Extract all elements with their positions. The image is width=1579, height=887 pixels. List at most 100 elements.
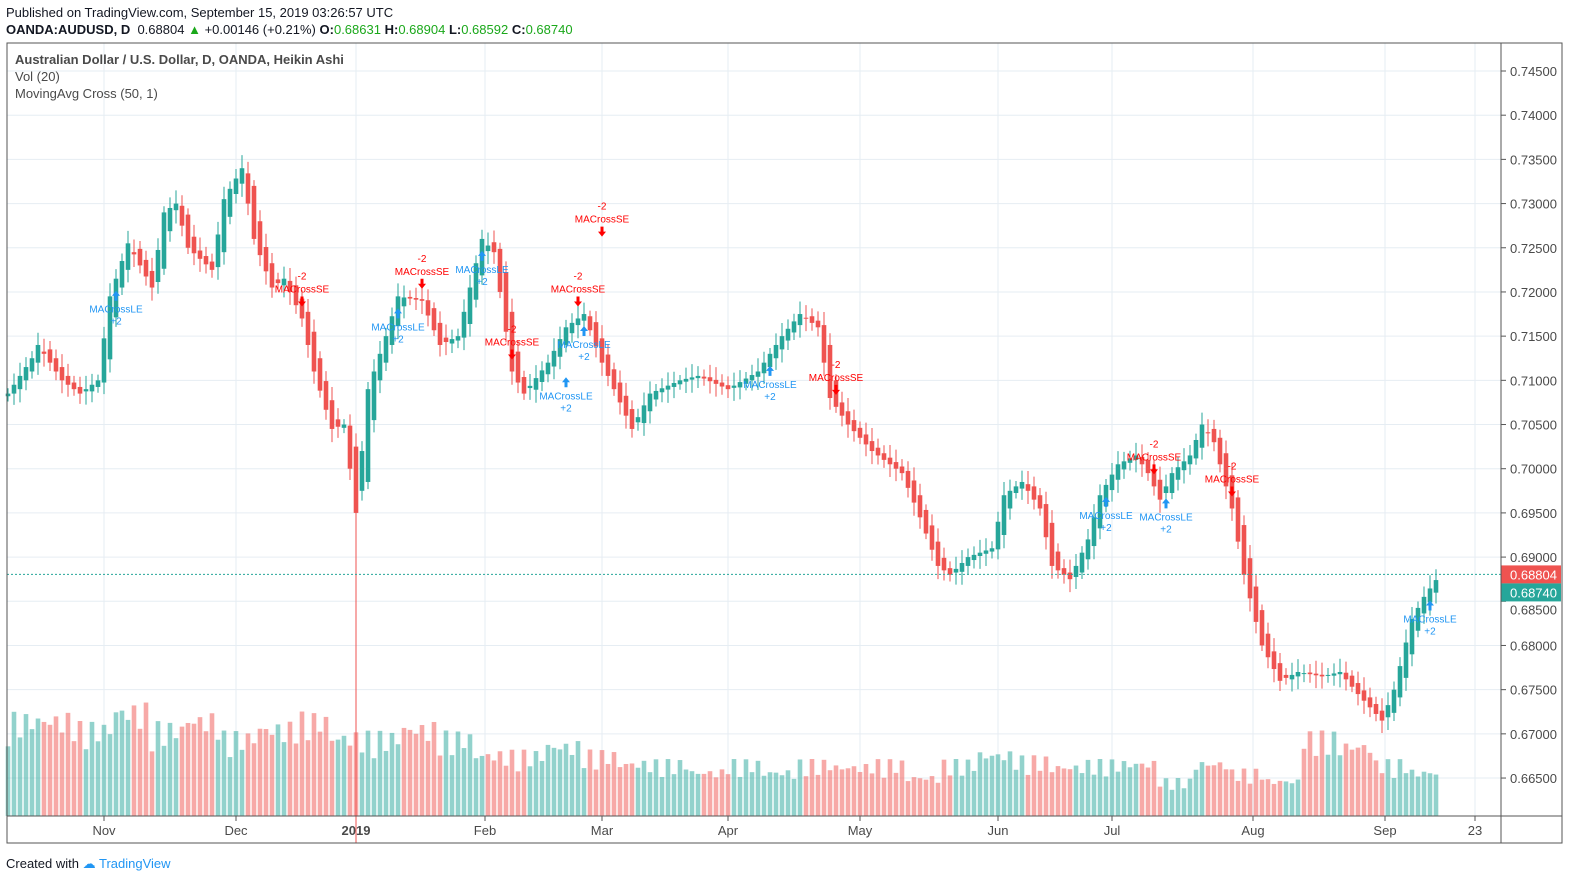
candle-body bbox=[77, 386, 83, 394]
candle-body bbox=[701, 376, 707, 379]
volume-bar bbox=[425, 740, 431, 816]
volume-bar bbox=[1205, 765, 1211, 816]
candle-body bbox=[1427, 588, 1433, 603]
candle-body bbox=[245, 173, 251, 204]
candle-body bbox=[269, 263, 275, 288]
short-entry-arrow-icon bbox=[832, 384, 840, 395]
candle-body bbox=[1325, 674, 1331, 676]
volume-bar bbox=[383, 750, 389, 816]
candle-body bbox=[1415, 607, 1421, 631]
candle-body bbox=[1367, 697, 1373, 708]
short-entry-arrow-icon bbox=[508, 349, 516, 360]
signal-label: MACrossLE bbox=[1079, 511, 1133, 522]
volume-bar bbox=[215, 739, 221, 816]
candle-body bbox=[941, 557, 947, 571]
series-title[interactable]: Australian Dollar / U.S. Dollar, D, OAND… bbox=[15, 52, 344, 67]
volume-bar bbox=[755, 760, 761, 816]
close-price-tag-label: 0.68740 bbox=[1510, 585, 1557, 600]
candle-body bbox=[827, 344, 833, 399]
candle-body bbox=[107, 296, 113, 360]
volume-bar bbox=[605, 763, 611, 816]
volume-bar bbox=[119, 710, 125, 816]
volume-bar bbox=[245, 733, 251, 816]
volume-bar bbox=[1133, 763, 1139, 816]
candle-body bbox=[233, 178, 239, 194]
time-tick-label: Feb bbox=[474, 823, 496, 838]
candle-body bbox=[1001, 495, 1007, 535]
volume-bar bbox=[281, 742, 287, 816]
price-tick-label: 0.70000 bbox=[1510, 462, 1557, 477]
strategy-legend[interactable]: MovingAvg Cross (50, 1) bbox=[15, 86, 158, 101]
symbol-ohlc-line: OANDA:AUDUSD, D 0.68804 ▲ +0.00146 (+0.2… bbox=[6, 22, 573, 37]
candle-body bbox=[557, 339, 563, 357]
candle-body bbox=[623, 395, 629, 416]
candle-body bbox=[407, 296, 413, 299]
candle-body bbox=[911, 480, 917, 503]
volume-bar bbox=[1217, 762, 1223, 816]
price-tick-label: 0.67500 bbox=[1510, 683, 1557, 698]
low-label: L: bbox=[448, 22, 462, 37]
price-tick-label: 0.73500 bbox=[1510, 152, 1557, 167]
volume-bar bbox=[359, 752, 365, 816]
candle-body bbox=[1313, 673, 1319, 676]
volume-bar bbox=[905, 781, 911, 816]
volume-bar bbox=[377, 730, 383, 816]
volume-bar bbox=[1289, 783, 1295, 816]
candle-body bbox=[737, 382, 743, 388]
candle-body bbox=[437, 322, 443, 345]
long-entry-arrow-icon bbox=[1102, 496, 1110, 507]
price-tick-label: 0.68500 bbox=[1510, 602, 1557, 617]
volume-bar bbox=[779, 775, 785, 816]
signal-label: MACrossSE bbox=[575, 215, 630, 226]
signal-qty: -2 bbox=[1150, 439, 1159, 450]
volume-bar bbox=[5, 746, 11, 816]
volume-bar bbox=[293, 743, 299, 816]
candle-body bbox=[431, 308, 437, 331]
candle-body bbox=[1079, 552, 1085, 573]
volume-bar bbox=[1175, 778, 1181, 816]
volume-bar bbox=[1061, 768, 1067, 816]
volume-bar bbox=[761, 775, 767, 816]
candle-body bbox=[215, 234, 221, 268]
volume-bar bbox=[533, 751, 539, 816]
volume-bar bbox=[173, 738, 179, 816]
volume-bar bbox=[89, 721, 95, 816]
long-entry-arrow-icon bbox=[766, 365, 774, 376]
signal-qty: +2 bbox=[560, 403, 572, 414]
candle-body bbox=[353, 446, 359, 513]
tradingview-logo[interactable]: ☁ TradingView bbox=[82, 856, 171, 871]
candle-body bbox=[647, 393, 653, 412]
candle-body bbox=[779, 336, 785, 350]
price-tick-label: 0.69500 bbox=[1510, 506, 1557, 521]
candle-body bbox=[461, 311, 467, 338]
candle-body bbox=[1055, 551, 1061, 571]
short-entry-arrow-icon bbox=[298, 296, 306, 307]
candle-body bbox=[1085, 539, 1091, 560]
time-tick-label: Apr bbox=[718, 823, 739, 838]
volume-bar bbox=[239, 749, 245, 816]
candle-body bbox=[341, 424, 347, 428]
volume-bar bbox=[1391, 777, 1397, 816]
footer: Created with ☁ TradingView bbox=[6, 856, 171, 872]
volume-bar bbox=[491, 760, 497, 816]
candle-body bbox=[857, 427, 863, 438]
signal-qty: +2 bbox=[110, 317, 122, 328]
volume-bar bbox=[47, 724, 53, 816]
candle-body bbox=[1397, 666, 1403, 698]
candle-body bbox=[29, 358, 35, 372]
volume-bar bbox=[959, 775, 965, 816]
candle-body bbox=[1109, 474, 1115, 491]
volume-bar bbox=[563, 743, 569, 816]
price-tick-label: 0.74000 bbox=[1510, 108, 1557, 123]
candle-body bbox=[1403, 642, 1409, 678]
volume-legend[interactable]: Vol (20) bbox=[15, 69, 60, 84]
candle-body bbox=[449, 339, 455, 344]
candle-body bbox=[509, 311, 515, 372]
long-entry-arrow-icon bbox=[394, 308, 402, 319]
volume-bar bbox=[1283, 781, 1289, 816]
volume-bar bbox=[1337, 755, 1343, 816]
candle-body bbox=[869, 441, 875, 452]
close-label: C: bbox=[511, 22, 526, 37]
volume-bar bbox=[1277, 780, 1283, 816]
